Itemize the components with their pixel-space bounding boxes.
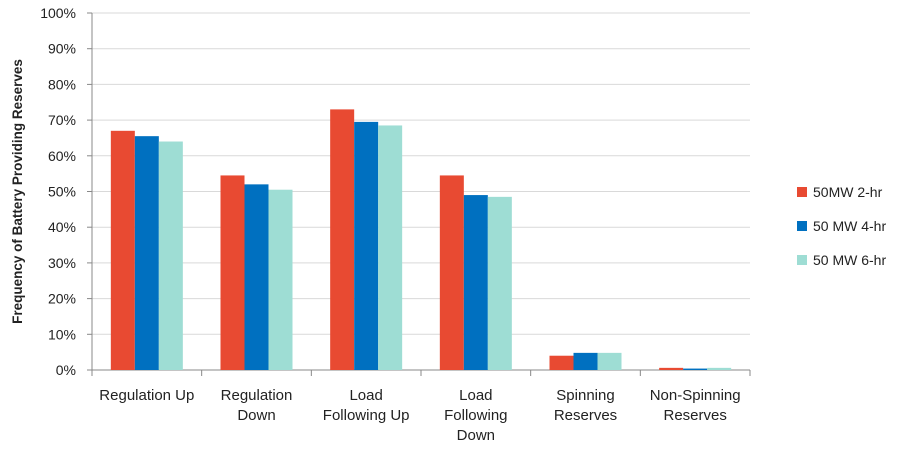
bar <box>330 109 355 370</box>
x-tick-label: Following <box>444 407 507 424</box>
bar <box>683 368 708 370</box>
y-tick-label: 10% <box>48 326 76 342</box>
bar <box>463 195 488 370</box>
bar <box>134 136 159 370</box>
bar <box>707 367 732 370</box>
y-tick-label: 90% <box>48 41 76 57</box>
legend-entry: 50 MW 6-hr <box>813 252 886 268</box>
bar <box>378 125 403 370</box>
bar <box>573 352 598 370</box>
x-tick-label: Load <box>349 387 382 404</box>
x-tick-label: Regulation <box>221 387 293 404</box>
bar <box>220 175 245 370</box>
bar <box>549 355 574 370</box>
y-tick-label: 80% <box>48 76 76 92</box>
x-tick-label: Following Up <box>323 407 410 424</box>
x-tick-label: Reserves <box>663 407 726 424</box>
legend-swatch <box>797 221 807 231</box>
bar <box>659 367 684 370</box>
x-tick-label: Down <box>237 407 275 424</box>
legend-entry: 50 MW 4-hr <box>813 218 886 234</box>
bar <box>158 141 183 370</box>
x-tick-label: Load <box>459 387 492 404</box>
x-tick-label: Spinning <box>556 387 614 404</box>
bar <box>487 196 512 370</box>
bar <box>244 184 269 370</box>
y-tick-label: 0% <box>56 362 76 378</box>
y-tick-label: 70% <box>48 112 76 128</box>
y-tick-label: 60% <box>48 148 76 164</box>
y-tick-label: 100% <box>40 5 76 21</box>
y-tick-label: 50% <box>48 184 76 200</box>
x-tick-label: Reserves <box>554 407 617 424</box>
y-tick-label: 40% <box>48 219 76 235</box>
legend-entry: 50MW 2-hr <box>813 184 883 200</box>
bar <box>354 121 379 370</box>
bar <box>268 189 293 370</box>
y-axis-label: Frequency of Battery Providing Reserves <box>10 59 25 324</box>
bar <box>110 130 135 370</box>
y-tick-label: 30% <box>48 255 76 271</box>
x-tick-label: Regulation Up <box>99 387 194 404</box>
y-tick-label: 20% <box>48 291 76 307</box>
x-tick-label: Down <box>457 427 495 444</box>
legend-swatch <box>797 187 807 197</box>
x-tick-label: Non-Spinning <box>650 387 741 404</box>
bar <box>439 175 464 370</box>
bar <box>597 352 622 370</box>
legend-swatch <box>797 255 807 265</box>
